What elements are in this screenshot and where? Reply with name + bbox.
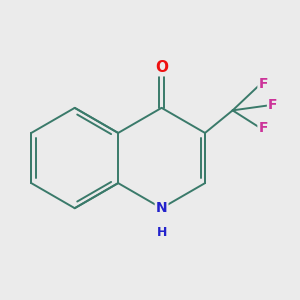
Text: F: F <box>259 77 268 91</box>
Text: N: N <box>156 201 167 215</box>
Text: F: F <box>259 121 268 135</box>
Text: O: O <box>155 60 168 75</box>
Text: F: F <box>268 98 278 112</box>
Text: H: H <box>156 226 167 239</box>
